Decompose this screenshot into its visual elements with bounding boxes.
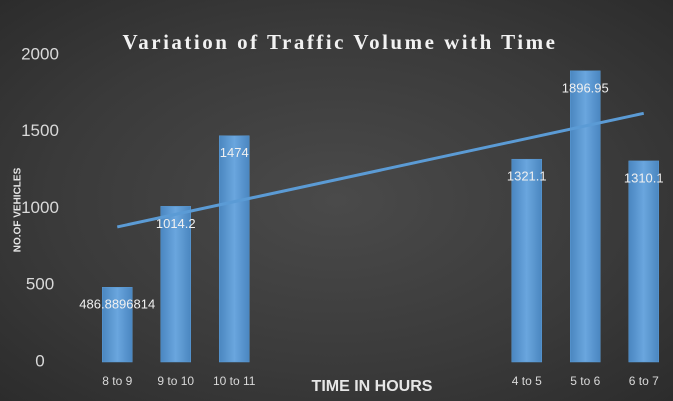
bar <box>102 287 133 363</box>
x-tick-label: 5 to 6 <box>570 374 600 388</box>
x-tick-label: 6 to 7 <box>629 374 659 388</box>
x-tick-label: 9 to 10 <box>157 374 194 388</box>
x-tick-label: 8 to 9 <box>102 374 132 388</box>
y-tick-label: 2000 <box>21 44 59 63</box>
data-label: 1310.1 <box>624 170 664 185</box>
trendline <box>116 111 645 229</box>
data-label: 1896.95 <box>562 80 609 95</box>
data-label: 1014.2 <box>156 216 196 231</box>
data-label: 1474 <box>220 145 249 160</box>
bar <box>160 206 191 363</box>
bar <box>628 160 659 363</box>
bar <box>570 70 601 363</box>
data-label: 486.8896814 <box>79 297 155 312</box>
y-tick-label: 500 <box>26 275 54 294</box>
bar <box>511 158 542 363</box>
x-tick-label: 4 to 5 <box>512 374 542 388</box>
x-axis-label: TIME IN HOURS <box>312 378 433 395</box>
data-label: 1321.1 <box>507 169 547 184</box>
bar <box>219 135 250 363</box>
x-tick-label: 10 to 11 <box>213 374 256 388</box>
y-tick-label: 1000 <box>21 198 59 217</box>
y-axis-label: NO.OF VEHICLES <box>13 167 24 252</box>
y-tick-label: 1500 <box>21 121 59 140</box>
chart-title: Variation of Traffic Volume with Time <box>122 30 558 54</box>
y-tick-label: 0 <box>35 351 44 370</box>
